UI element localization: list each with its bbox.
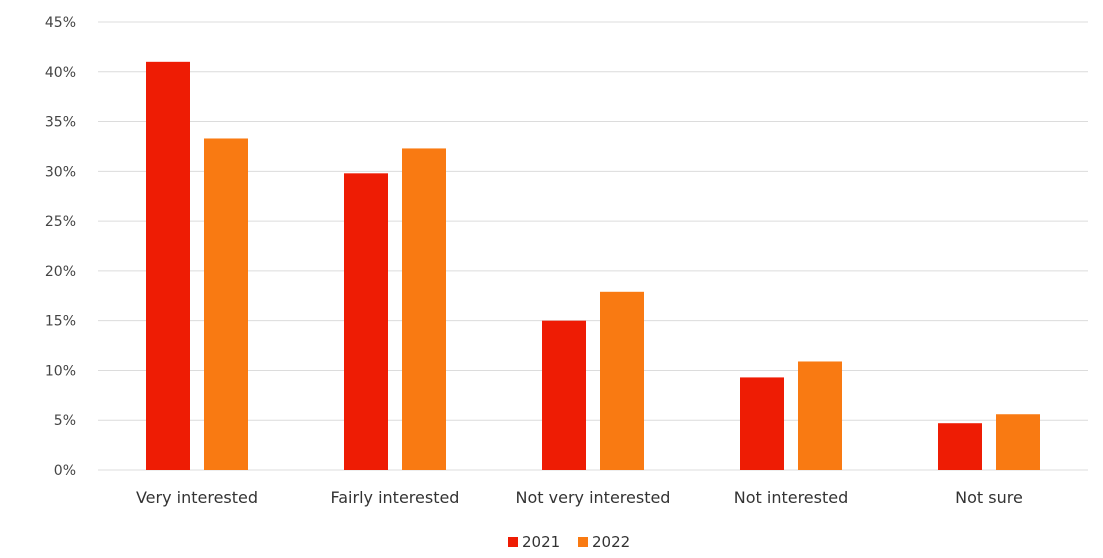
y-tick-label: 10% bbox=[45, 363, 76, 379]
bar-2021 bbox=[938, 423, 982, 470]
y-tick-label: 0% bbox=[54, 463, 76, 479]
y-tick-label: 25% bbox=[45, 214, 76, 230]
y-tick-label: 30% bbox=[45, 164, 76, 180]
y-tick-label: 20% bbox=[45, 264, 76, 280]
bar-2022 bbox=[996, 414, 1040, 470]
bars bbox=[146, 61, 1040, 471]
bar-2022 bbox=[204, 138, 248, 471]
legend-label: 2022 bbox=[592, 533, 630, 551]
bar-2021 bbox=[146, 61, 190, 470]
bar-2022 bbox=[600, 291, 644, 470]
y-tick-label: 15% bbox=[45, 314, 76, 330]
bar-2022 bbox=[798, 361, 842, 470]
x-axis-categories: Very interested Fairly interested Not very… bbox=[136, 488, 1023, 507]
bar-2021 bbox=[740, 377, 784, 470]
legend-swatch bbox=[578, 537, 588, 547]
y-axis-ticks: 0% 5% 10% 15% 20% 25% 30% 35% 40% 45% bbox=[45, 15, 76, 479]
bar-2021 bbox=[344, 173, 388, 470]
legend-label: 2021 bbox=[522, 533, 560, 551]
x-category-label: Not very interested bbox=[516, 488, 671, 507]
grid-lines bbox=[98, 21, 1088, 471]
x-category-label: Not interested bbox=[734, 488, 849, 507]
legend-swatch bbox=[508, 537, 518, 547]
x-category-label: Not sure bbox=[955, 488, 1023, 507]
y-tick-label: 45% bbox=[45, 15, 76, 31]
y-tick-label: 5% bbox=[54, 413, 76, 429]
bar-2021 bbox=[542, 320, 586, 470]
x-category-label: Very interested bbox=[136, 488, 258, 507]
y-tick-label: 35% bbox=[45, 115, 76, 131]
legend: 2021 2022 bbox=[508, 533, 630, 551]
bar-2022 bbox=[402, 148, 446, 471]
y-tick-label: 40% bbox=[45, 65, 76, 81]
x-category-label: Fairly interested bbox=[331, 488, 460, 507]
